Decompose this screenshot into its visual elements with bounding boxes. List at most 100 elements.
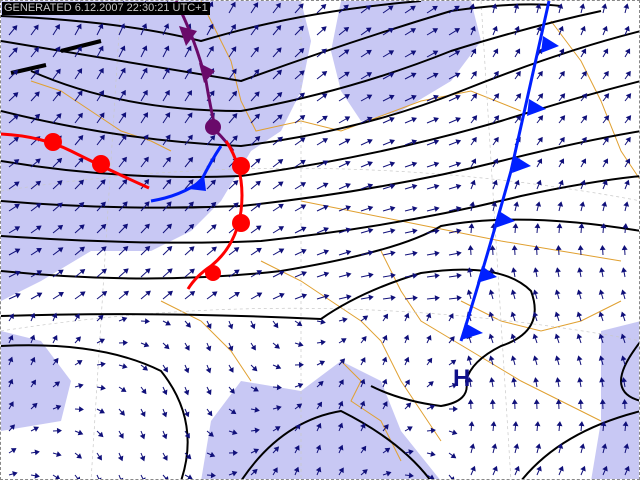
wind-arrow-head xyxy=(254,427,260,434)
wind-arrow-head xyxy=(471,136,477,143)
wind-arrow-head xyxy=(554,355,561,361)
wind-arrow-head xyxy=(337,444,344,451)
wind-arrow-head xyxy=(580,465,586,472)
wind-arrow-head xyxy=(253,386,259,392)
wind-arrow-head xyxy=(164,67,170,74)
wind-arrow-head xyxy=(512,223,519,229)
wind-arrow-head xyxy=(96,454,102,461)
wind-arrow-head xyxy=(601,3,608,9)
wind-arrow-head xyxy=(34,472,40,479)
precipitation-area-se xyxy=(591,321,639,479)
wind-arrow-head xyxy=(189,268,195,274)
wind-arrow-head xyxy=(382,334,388,341)
wind-arrow-head xyxy=(492,158,499,165)
wind-arrow-head xyxy=(581,70,587,77)
wind-arrow-head xyxy=(234,291,240,298)
wind-arrow-head xyxy=(100,246,107,252)
wind-arrow-head xyxy=(466,355,473,361)
wind-arrow-head xyxy=(77,90,83,97)
wind-arrow-head xyxy=(555,245,562,251)
wind-arrow-head xyxy=(383,424,389,430)
wind-arrow-head xyxy=(293,466,300,473)
wind-arrow xyxy=(140,474,144,479)
wind-arrow-head xyxy=(187,134,193,141)
wind-arrow-head xyxy=(162,389,168,396)
wind-arrow-head xyxy=(33,426,39,432)
wind-arrow-head xyxy=(13,136,20,143)
wind-arrow-head xyxy=(410,5,416,11)
wind-arrow-head xyxy=(366,94,373,100)
wind-arrow-head xyxy=(456,295,462,302)
wind-arrow-head xyxy=(339,358,346,365)
wind-arrow-head xyxy=(345,205,352,211)
precipitation-area-sw xyxy=(1,331,71,431)
wind-arrow-head xyxy=(557,443,564,449)
wind-arrow-head xyxy=(493,48,499,55)
wind-arrow-head xyxy=(255,225,262,231)
wind-arrow-head xyxy=(389,161,396,167)
wind-arrow-head xyxy=(76,476,81,479)
wind-arrow-head xyxy=(410,28,417,34)
wind-arrow-head xyxy=(467,377,474,383)
wind-arrow-head xyxy=(299,115,306,121)
wind-arrow-head xyxy=(164,45,170,52)
wind-arrow-head xyxy=(558,158,565,165)
wind-arrow-head xyxy=(253,24,259,31)
wind-arrow-head xyxy=(35,225,42,231)
wind-arrow-head xyxy=(57,202,63,208)
wind-arrow-head xyxy=(390,272,396,279)
wind-arrow-head xyxy=(143,134,149,141)
wind-arrow-head xyxy=(412,206,418,212)
wind-arrow-head xyxy=(345,183,351,189)
wind-arrow-head xyxy=(488,333,495,340)
wind-arrow-head xyxy=(253,69,260,75)
wind-arrow-head xyxy=(300,159,306,165)
wind-arrow-head xyxy=(510,355,517,361)
wind-arrow-head xyxy=(55,474,61,479)
occluded-front-symbol xyxy=(199,63,215,83)
wind-arrow xyxy=(74,474,79,479)
wind-arrow-head xyxy=(205,367,212,374)
wind-arrow-head xyxy=(13,181,20,187)
wind-arrow-head xyxy=(186,67,192,74)
wind-arrow-head xyxy=(30,379,36,386)
wind-arrow-head xyxy=(301,293,308,299)
wind-arrow-head xyxy=(467,245,474,251)
wind-arrow-head xyxy=(581,115,588,121)
wind-arrow-head xyxy=(9,424,15,430)
wind-arrow-head xyxy=(450,453,457,459)
wind-arrow-head xyxy=(56,451,62,457)
wind-arrow-head xyxy=(123,290,129,297)
wind-arrow-head xyxy=(359,378,366,385)
wind-arrow-head xyxy=(456,272,462,279)
wind-arrow-head xyxy=(184,411,190,418)
wind-arrow-head xyxy=(387,5,394,11)
wind-arrow-head xyxy=(603,48,609,55)
wind-arrow-head xyxy=(454,50,461,56)
wind-arrow-head xyxy=(144,318,150,325)
wind-arrow-head xyxy=(79,291,86,297)
wind-arrow-head xyxy=(404,379,410,386)
wind-arrow-head xyxy=(162,366,168,373)
wind-arrow-head xyxy=(558,465,564,472)
wind-arrow-head xyxy=(211,246,217,253)
wind-arrow-head xyxy=(209,134,216,141)
wind-arrow-head xyxy=(620,311,627,318)
wind-arrow-head xyxy=(276,405,282,411)
wind-arrow-head xyxy=(429,404,436,410)
wind-arrow-head xyxy=(600,223,607,229)
wind-arrow-head xyxy=(273,446,280,453)
wind-arrow-head xyxy=(515,115,522,121)
wind-arrow-head xyxy=(559,48,565,55)
wind-arrow-head xyxy=(187,474,193,479)
wind-arrow-head xyxy=(320,3,327,10)
wind-arrow-head xyxy=(625,93,632,99)
wind-arrow-head xyxy=(510,333,517,340)
wind-arrow-head xyxy=(10,448,17,454)
wind-arrow-head xyxy=(322,160,329,166)
wind-arrow-head xyxy=(122,246,129,252)
wind-arrow-head xyxy=(624,158,631,165)
wind-arrow-head xyxy=(35,203,42,209)
wind-arrow-head xyxy=(366,49,372,56)
wind-arrow-head xyxy=(511,267,517,273)
